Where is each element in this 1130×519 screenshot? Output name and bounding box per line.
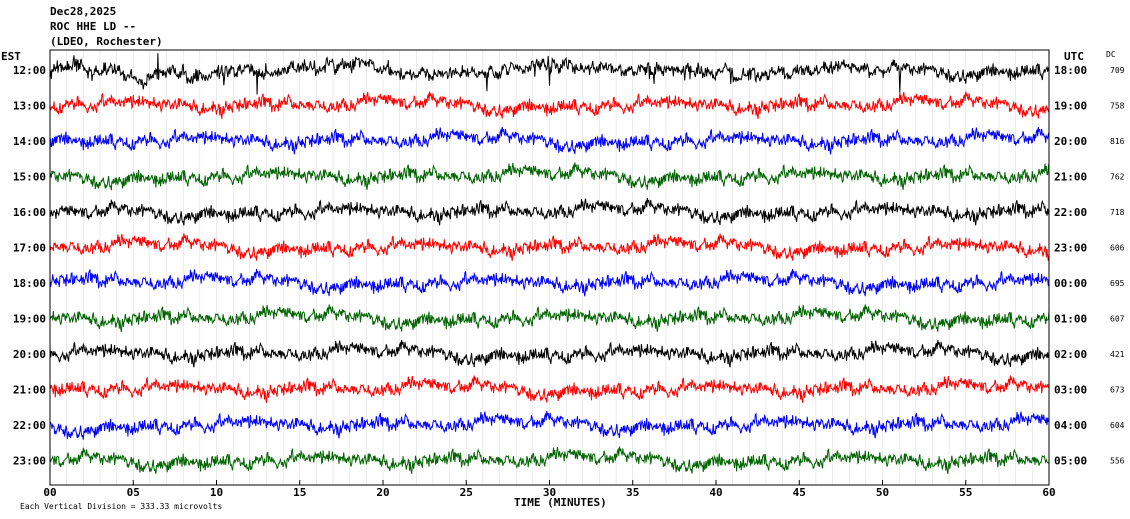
dc-offset-value: 607 [1110, 315, 1125, 324]
network-label: (LDEO, Rochester) [50, 35, 163, 48]
dc-offset-value: 695 [1110, 279, 1125, 288]
dc-offset-value: 421 [1110, 350, 1125, 359]
dc-offset-value: 709 [1110, 66, 1125, 75]
dc-offset-value: 816 [1110, 137, 1125, 146]
trace-1200 [49, 53, 1050, 95]
trace-1700 [49, 233, 1050, 261]
utc-hour-label: 23:00 [1054, 242, 1087, 255]
dc-offset-value: 673 [1110, 386, 1125, 395]
x-tick-label: 55 [959, 486, 972, 499]
dc-offset-value: 556 [1110, 457, 1125, 466]
utc-hour-label: 02:00 [1054, 348, 1087, 361]
utc-hour-label: 00:00 [1054, 277, 1087, 290]
est-hour-label: 23:00 [13, 455, 46, 468]
x-tick-label: 60 [1042, 486, 1055, 499]
x-tick-label: 35 [626, 486, 639, 499]
x-tick-label: 10 [210, 486, 223, 499]
est-hour-label: 18:00 [13, 277, 46, 290]
x-tick-label: 05 [127, 486, 140, 499]
est-hour-label: 17:00 [13, 242, 46, 255]
x-tick-label: 45 [793, 486, 806, 499]
trace-1900 [49, 304, 1050, 332]
est-hour-label: 13:00 [13, 100, 46, 113]
trace-1300 [49, 91, 1050, 119]
x-tick-label: 20 [376, 486, 389, 499]
dc-offset-value: 604 [1110, 421, 1125, 430]
dc-offset-value: 758 [1110, 102, 1125, 111]
plot-date: Dec28,2025 [50, 5, 117, 18]
trace-2300 [49, 446, 1050, 474]
utc-hour-label: 19:00 [1054, 100, 1087, 113]
trace-2200 [49, 410, 1050, 440]
est-hour-label: 20:00 [13, 348, 46, 361]
x-tick-label: 30 [543, 486, 556, 499]
x-ticks: 00 05 10 15 20 25 30 35 40 45 50 55 60 [43, 480, 1056, 499]
trace-2100 [49, 375, 1050, 403]
trace-1400 [49, 126, 1050, 155]
x-axis-title: TIME (MINUTES) [514, 496, 607, 509]
est-axis-label: EST [1, 50, 21, 63]
x-tick-label: 50 [876, 486, 889, 499]
utc-hour-label: 05:00 [1054, 455, 1087, 468]
utc-hour-label: 01:00 [1054, 313, 1087, 326]
utc-hour-label: 04:00 [1054, 419, 1087, 432]
dc-axis-label: DC [1106, 50, 1116, 59]
utc-hour-label: 03:00 [1054, 384, 1087, 397]
x-tick-label: 40 [709, 486, 722, 499]
est-hour-label: 21:00 [13, 384, 46, 397]
station-code: ROC HHE LD -- [50, 20, 137, 33]
utc-axis-label: UTC [1064, 50, 1084, 63]
x-tick-label: 00 [43, 486, 56, 499]
utc-hour-label: 21:00 [1054, 171, 1087, 184]
dc-offset-value: 718 [1110, 208, 1125, 217]
est-hour-label: 19:00 [13, 313, 46, 326]
trace-1800 [49, 268, 1050, 297]
est-hour-label: 15:00 [13, 171, 46, 184]
dc-offset-value: 606 [1110, 244, 1125, 253]
dc-offset-value: 762 [1110, 173, 1125, 182]
trace-1500 [49, 162, 1050, 191]
utc-hour-label: 18:00 [1054, 64, 1087, 77]
vertical-scale-note: Each Vertical Division = 333.33 microvol… [20, 502, 223, 511]
est-hour-label: 14:00 [13, 135, 46, 148]
traces-group [49, 53, 1050, 474]
est-hour-label: 16:00 [13, 206, 46, 219]
est-hour-label: 22:00 [13, 419, 46, 432]
trace-2000 [49, 339, 1050, 368]
minute-grid [66, 50, 1033, 485]
trace-1600 [49, 197, 1050, 226]
x-tick-label: 25 [460, 486, 473, 499]
utc-hour-label: 20:00 [1054, 135, 1087, 148]
x-tick-label: 15 [293, 486, 306, 499]
est-hour-label: 12:00 [13, 64, 46, 77]
trace-labels: 12:00 18:00 709 13:00 19:00 758 14:00 20:00 816 1… [13, 64, 1125, 468]
utc-hour-label: 22:00 [1054, 206, 1087, 219]
